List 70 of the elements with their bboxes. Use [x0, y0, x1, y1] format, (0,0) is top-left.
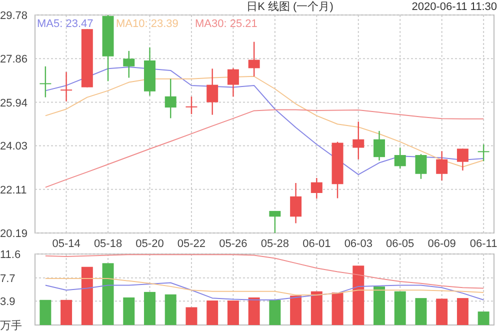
candlestick	[456, 148, 468, 172]
x-tick-label: 05-28	[260, 238, 289, 250]
text: MA30: 25.21	[195, 18, 258, 30]
bar	[123, 297, 135, 325]
candlestick	[269, 210, 281, 234]
candlestick	[164, 78, 176, 119]
candlestick	[352, 121, 364, 160]
candlestick	[290, 182, 302, 224]
text: 2020-06-11 11:30	[412, 1, 497, 13]
y-tick-label: 27.86	[0, 54, 28, 66]
bar	[60, 300, 72, 325]
candlestick	[123, 50, 135, 78]
x-tick-label: 06-09	[428, 238, 456, 250]
x-tick-label: 05-18	[94, 238, 122, 250]
candlestick	[248, 41, 260, 77]
y-tick-label: 22.11	[0, 184, 27, 196]
bar	[102, 263, 114, 325]
candlestick	[415, 154, 427, 180]
bar	[40, 300, 52, 325]
bar	[227, 300, 239, 325]
line-series	[44, 254, 484, 289]
bar	[456, 298, 468, 325]
x-tick-label: 06-03	[344, 238, 372, 250]
y-tick-label: 29.78	[0, 10, 28, 22]
y-axis-title: 万手	[0, 319, 22, 332]
x-tick-label: 06-11	[470, 238, 498, 250]
chart-title: 日K 线图 (一个月)	[246, 0, 334, 13]
bar	[415, 298, 427, 325]
bar	[164, 294, 176, 325]
x-tick-label: 06-05	[386, 238, 414, 250]
x-tick-label: 05-14	[52, 238, 80, 250]
bar	[374, 286, 385, 325]
bar	[478, 312, 490, 325]
line-series	[44, 278, 484, 296]
x-tick-label: 06-01	[302, 238, 331, 250]
candlestick	[40, 66, 52, 98]
y-tick-label: 24.03	[0, 140, 28, 153]
bar	[310, 291, 322, 325]
bar	[186, 307, 198, 325]
candlestick	[310, 177, 322, 200]
text: MA5: 23.47	[37, 18, 94, 30]
bar	[290, 296, 302, 325]
bar	[352, 266, 364, 325]
candlestick	[60, 71, 72, 102]
bar	[81, 266, 93, 325]
y-tick-label: 3.9	[0, 296, 16, 308]
candlestick	[478, 144, 490, 162]
candlestick	[394, 147, 406, 170]
candlestick	[374, 130, 385, 162]
candlestick	[227, 68, 239, 98]
bar	[206, 300, 218, 325]
candlestick	[206, 68, 218, 116]
bar	[332, 292, 344, 325]
y-tick-label: 11.6	[0, 249, 21, 261]
x-tick-label: 05-22	[177, 238, 206, 250]
bar	[269, 300, 281, 325]
x-tick-label: 05-26	[219, 238, 248, 250]
y-tick-label: 20.19	[0, 228, 28, 240]
line-series	[44, 109, 484, 188]
x-tick-label: 05-20	[136, 238, 164, 250]
bar	[248, 297, 260, 325]
text: MA10: 23.39	[116, 18, 178, 30]
y-tick-label: 7.7	[0, 272, 16, 285]
bar	[144, 292, 156, 325]
bar	[394, 291, 406, 325]
y-tick-label: 25.94	[0, 97, 28, 110]
line-series	[44, 282, 484, 300]
bar	[436, 298, 448, 325]
candlestick	[186, 96, 198, 115]
candlestick	[436, 150, 448, 182]
